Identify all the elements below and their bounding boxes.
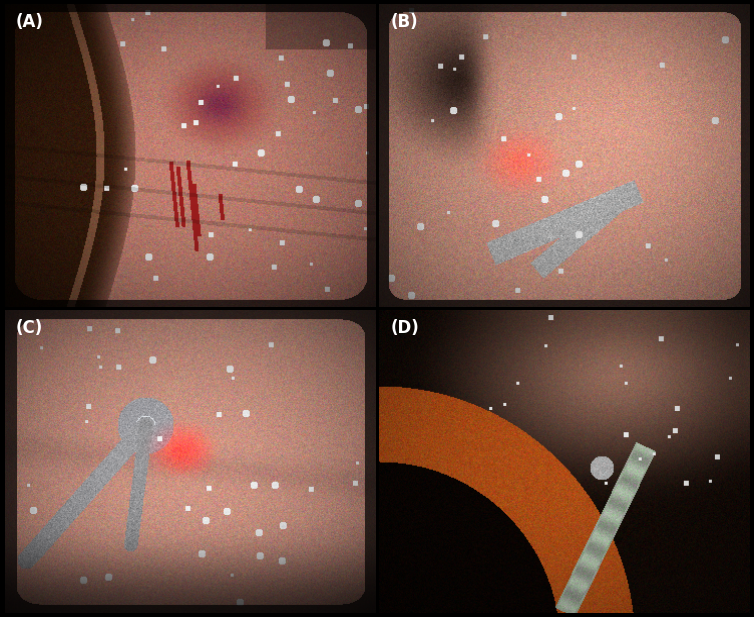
Text: (C): (C): [16, 320, 43, 337]
Text: (D): (D): [391, 320, 419, 337]
Text: (A): (A): [16, 13, 44, 31]
Text: (B): (B): [391, 13, 418, 31]
